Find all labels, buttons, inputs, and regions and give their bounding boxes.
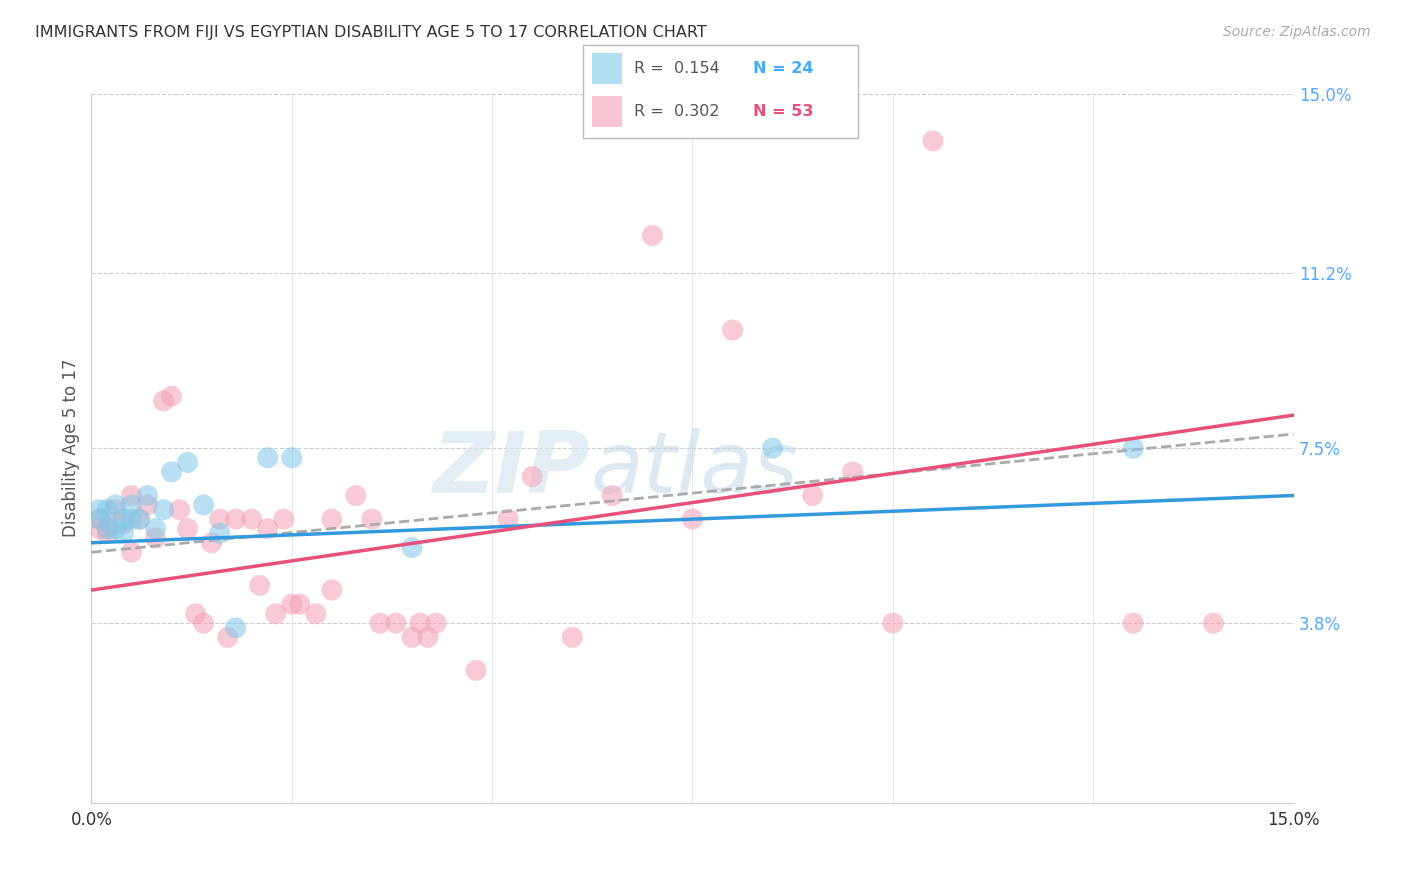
Point xyxy=(225,621,247,635)
Point xyxy=(89,502,111,516)
Point xyxy=(368,616,391,631)
Text: N = 24: N = 24 xyxy=(754,61,814,76)
Point xyxy=(121,545,143,559)
Point xyxy=(176,522,198,536)
Point xyxy=(136,489,159,503)
Point xyxy=(225,512,247,526)
Point xyxy=(121,489,143,503)
Point xyxy=(681,512,703,526)
Y-axis label: Disability Age 5 to 17: Disability Age 5 to 17 xyxy=(62,359,80,538)
Point xyxy=(922,134,945,148)
Point xyxy=(208,526,231,541)
Point xyxy=(208,512,231,526)
Point xyxy=(240,512,263,526)
Point xyxy=(160,465,183,479)
Point xyxy=(801,489,824,503)
Point xyxy=(128,512,150,526)
Bar xyxy=(592,96,621,127)
Point xyxy=(305,607,328,621)
Point xyxy=(96,502,118,516)
Point xyxy=(762,442,785,456)
Point xyxy=(281,597,304,611)
Point xyxy=(145,531,167,545)
Point xyxy=(256,450,278,465)
Point xyxy=(273,512,295,526)
Point xyxy=(721,323,744,337)
Point xyxy=(104,502,127,516)
Point xyxy=(425,616,447,631)
Point xyxy=(385,616,408,631)
Point xyxy=(176,455,198,469)
Point xyxy=(104,522,127,536)
Point xyxy=(401,541,423,555)
Point xyxy=(169,502,191,516)
Point xyxy=(602,489,624,503)
Point xyxy=(193,616,215,631)
Point xyxy=(121,512,143,526)
Point xyxy=(201,535,224,549)
Point xyxy=(882,616,904,631)
Point xyxy=(561,630,583,644)
Point xyxy=(128,512,150,526)
Point xyxy=(256,522,278,536)
Point xyxy=(249,578,271,592)
Point xyxy=(136,498,159,512)
Text: N = 53: N = 53 xyxy=(754,104,814,119)
Point xyxy=(321,583,343,598)
Point xyxy=(145,522,167,536)
Point xyxy=(112,516,135,531)
Point xyxy=(465,664,488,678)
Text: Source: ZipAtlas.com: Source: ZipAtlas.com xyxy=(1223,25,1371,39)
Legend:  xyxy=(686,863,699,876)
Text: R =  0.302: R = 0.302 xyxy=(634,104,720,119)
Text: IMMIGRANTS FROM FIJI VS EGYPTIAN DISABILITY AGE 5 TO 17 CORRELATION CHART: IMMIGRANTS FROM FIJI VS EGYPTIAN DISABIL… xyxy=(35,25,707,40)
Point xyxy=(344,489,367,503)
Point xyxy=(96,526,118,541)
Point xyxy=(112,526,135,541)
Point xyxy=(1122,442,1144,456)
Point xyxy=(121,498,143,512)
Text: ZIP: ZIP xyxy=(433,428,591,511)
Point xyxy=(1122,616,1144,631)
Point xyxy=(96,522,118,536)
Point xyxy=(496,512,519,526)
Point xyxy=(416,630,439,644)
Point xyxy=(193,498,215,512)
Point xyxy=(152,394,174,409)
Point xyxy=(288,597,311,611)
Point xyxy=(89,512,111,526)
Point xyxy=(89,522,111,536)
Point xyxy=(264,607,287,621)
Point xyxy=(96,522,118,536)
Point xyxy=(360,512,382,526)
Point xyxy=(321,512,343,526)
Point xyxy=(409,616,432,631)
Point xyxy=(160,389,183,403)
Point xyxy=(112,512,135,526)
Point xyxy=(401,630,423,644)
Point xyxy=(841,465,863,479)
Text: atlas: atlas xyxy=(591,428,799,511)
Point xyxy=(104,498,127,512)
Point xyxy=(641,228,664,243)
Point xyxy=(89,512,111,526)
Point xyxy=(217,630,239,644)
Bar xyxy=(592,53,621,84)
Point xyxy=(1202,616,1225,631)
Text: R =  0.154: R = 0.154 xyxy=(634,61,720,76)
Point xyxy=(152,502,174,516)
Point xyxy=(281,450,304,465)
Point xyxy=(522,469,544,483)
Point xyxy=(184,607,207,621)
